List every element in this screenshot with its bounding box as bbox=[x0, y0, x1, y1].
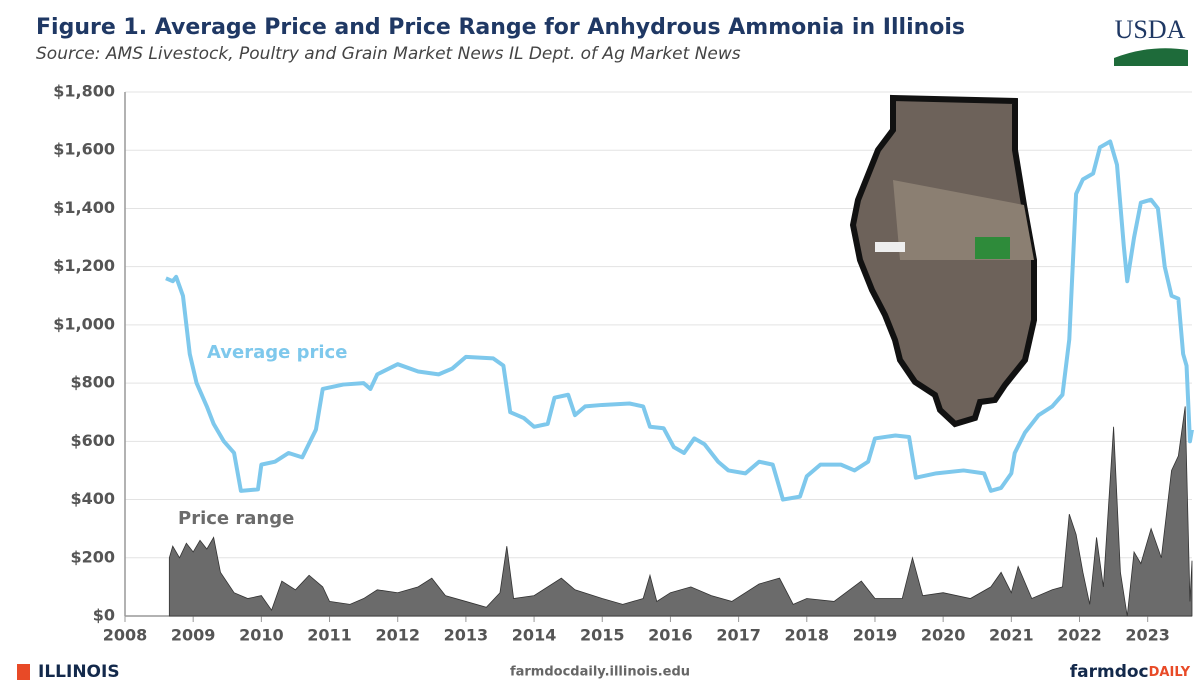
y-tick-label: $400 bbox=[70, 489, 115, 508]
y-tick-label: $1,600 bbox=[53, 140, 115, 159]
price-line bbox=[165, 139, 1194, 502]
x-tick-label: 2020 bbox=[921, 626, 966, 645]
x-tick-label: 2015 bbox=[580, 626, 625, 645]
x-tick-label: 2013 bbox=[444, 626, 489, 645]
map-truck bbox=[875, 242, 905, 252]
y-tick-label: $800 bbox=[70, 373, 115, 392]
x-tick-label: 2018 bbox=[785, 626, 830, 645]
usda-logo: USDA bbox=[1114, 15, 1188, 66]
y-tick-label: $1,200 bbox=[53, 256, 115, 275]
y-tick-label: $0 bbox=[93, 606, 115, 625]
range-area bbox=[168, 406, 1193, 617]
usda-text: USDA bbox=[1115, 15, 1186, 44]
map-tractor bbox=[975, 237, 1010, 259]
y-tick-label: $600 bbox=[70, 431, 115, 450]
y-tick-label: $1,800 bbox=[53, 82, 115, 101]
illinois-map bbox=[849, 94, 1037, 428]
plot-area: $0 $200 $400 $600 $800 $1,000 $1,200 $1,400 $1,6… bbox=[53, 82, 1194, 645]
x-tick-label: 2012 bbox=[375, 626, 420, 645]
farmdoc-logo: farmdocDAILY bbox=[1070, 662, 1191, 682]
x-tick-label: 2017 bbox=[716, 626, 761, 645]
y-tick-label: $1,400 bbox=[53, 198, 115, 217]
y-tick-label: $200 bbox=[70, 547, 115, 566]
series-label: Average price bbox=[207, 342, 347, 363]
x-tick-label: 2019 bbox=[853, 626, 898, 645]
logo-part: farmdoc bbox=[1070, 662, 1149, 682]
logo-part: DAILY bbox=[1149, 665, 1191, 680]
x-tick-label: 2011 bbox=[307, 626, 352, 645]
series-label: Price range bbox=[178, 508, 294, 529]
usda-swoosh bbox=[1114, 48, 1188, 66]
illinois-mark bbox=[17, 664, 30, 680]
x-tick-label: 2021 bbox=[989, 626, 1034, 645]
x-tick-label: 2023 bbox=[1125, 626, 1170, 645]
x-tick-label: 2022 bbox=[1057, 626, 1102, 645]
x-tick-label: 2010 bbox=[239, 626, 284, 645]
x-tick-label: 2009 bbox=[171, 626, 216, 645]
illinois-logo: ILLINOIS bbox=[38, 662, 120, 682]
y-tick-label: $1,000 bbox=[53, 314, 115, 333]
map-shape bbox=[849, 94, 1037, 428]
chart-subtitle: Source: AMS Livestock, Poultry and Grain… bbox=[36, 44, 741, 64]
x-tick-label: 2008 bbox=[103, 626, 148, 645]
website: farmdocdaily.illinois.edu bbox=[510, 665, 690, 680]
x-tick-label: 2014 bbox=[512, 626, 557, 645]
x-tick-label: 2016 bbox=[648, 626, 693, 645]
chart-title: Figure 1. Average Price and Price Range … bbox=[36, 15, 965, 40]
